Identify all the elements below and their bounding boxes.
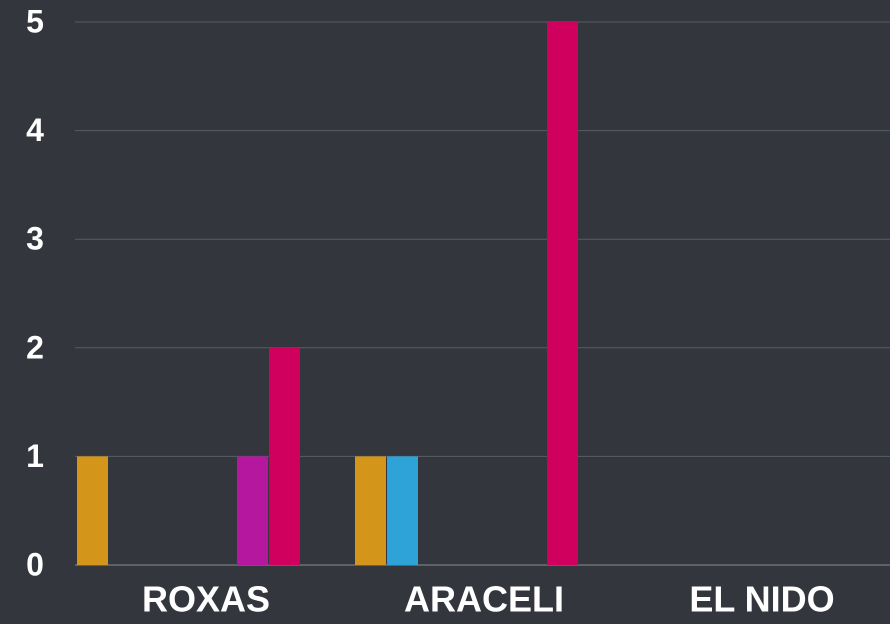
- y-tick-label: 1: [26, 438, 44, 474]
- y-tick-label: 4: [26, 112, 44, 148]
- bar: [387, 456, 418, 565]
- bar: [237, 456, 268, 565]
- y-tick-label: 0: [26, 546, 44, 582]
- bar: [269, 347, 300, 565]
- bar: [355, 456, 386, 565]
- y-tick-label: 5: [26, 3, 44, 39]
- y-tick-label: 2: [26, 329, 44, 365]
- y-tick-label: 3: [26, 221, 44, 257]
- bar: [77, 456, 108, 565]
- bar: [547, 22, 578, 565]
- x-tick-label: ROXAS: [142, 579, 270, 620]
- x-tick-label: ARACELI: [404, 579, 564, 620]
- x-tick-label: EL NIDO: [689, 579, 834, 620]
